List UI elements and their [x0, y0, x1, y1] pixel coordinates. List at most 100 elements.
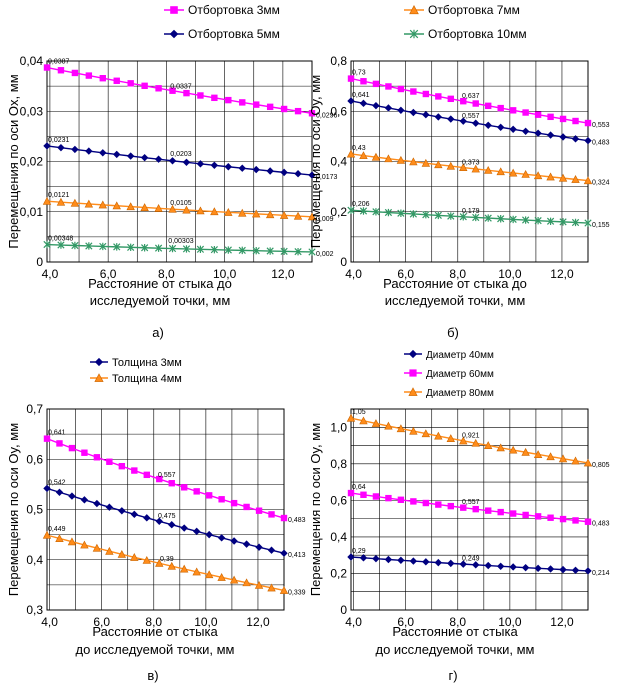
y-tick-label: 0,8: [330, 54, 347, 68]
series-line: [46, 243, 313, 253]
data-point: [485, 507, 492, 514]
data-point: [141, 244, 149, 252]
data-point: [294, 247, 302, 256]
legend-entry: Отбортовка 5мм: [164, 27, 280, 41]
data-point: [546, 172, 555, 181]
data-point: [547, 113, 554, 121]
x-tick-label: 12,0: [550, 615, 574, 629]
x-tick-label: 10,0: [498, 267, 522, 281]
y-tick-label: 0,4: [330, 155, 347, 169]
data-point: [205, 492, 213, 499]
data-point: [571, 456, 580, 465]
data-point: [385, 494, 392, 502]
data-point: [130, 552, 139, 561]
data-point: [230, 499, 238, 507]
data-point: [266, 103, 274, 111]
data-point: [497, 508, 504, 516]
data-point: [397, 85, 405, 93]
data-point: [118, 462, 126, 470]
data-point: [252, 247, 260, 255]
data-label: 0,0105: [170, 200, 192, 207]
y-tick-label: 0: [36, 255, 43, 269]
data-point: [85, 242, 93, 250]
data-point: [571, 218, 580, 227]
data-point: [253, 101, 260, 108]
data-point: [168, 244, 177, 253]
data-point: [534, 513, 542, 520]
x-tick-label: 12,0: [550, 267, 574, 281]
data-point: [154, 203, 163, 212]
data-point: [409, 557, 418, 565]
data-label: 0,00348: [48, 236, 73, 243]
data-point: [484, 121, 492, 129]
x-tick-label: 6,0: [93, 615, 110, 629]
data-label: 0,0387: [48, 59, 70, 66]
x-axis-label: исследуемой точки, мм: [90, 293, 231, 308]
data-label: 0,214: [592, 570, 610, 577]
data-point: [434, 113, 443, 121]
data-label: 0,73: [352, 70, 366, 77]
data-point: [217, 572, 226, 581]
data-point: [522, 511, 529, 519]
data-point: [140, 203, 149, 211]
data-point: [71, 69, 79, 77]
data-point: [534, 129, 542, 137]
data-point: [447, 115, 455, 123]
legend-marker: [408, 349, 418, 359]
data-point: [252, 165, 260, 174]
data-point: [409, 108, 418, 117]
data-point: [347, 489, 355, 497]
data-point: [56, 440, 63, 447]
data-point: [459, 117, 467, 125]
data-point: [92, 543, 102, 552]
data-point: [238, 164, 246, 172]
series-2: 0,0121 0,0105 0,009: [42, 192, 334, 223]
panel-label: б): [447, 325, 459, 340]
data-point: [265, 210, 275, 219]
y-tick-label: 1,0: [330, 420, 347, 434]
data-point: [42, 530, 52, 539]
legend-entry: Диаметр 80мм: [404, 387, 494, 399]
x-tick-label: 10,0: [498, 615, 522, 629]
data-point: [472, 505, 479, 513]
legend-marker: [94, 357, 104, 367]
data-label: 0,179: [462, 208, 480, 215]
data-label: 0,0337: [170, 84, 192, 91]
data-point: [242, 540, 251, 548]
x-tick-label: 6,0: [397, 615, 414, 629]
data-point: [181, 484, 188, 491]
data-point: [485, 102, 492, 110]
data-point: [182, 245, 191, 253]
data-point: [80, 496, 89, 504]
x-axis-label: до исследуемой точки, мм: [75, 642, 234, 657]
data-point: [484, 214, 492, 222]
y-tick-label: 0,8: [330, 457, 347, 471]
data-point: [280, 247, 288, 256]
data-point: [447, 559, 455, 568]
data-point: [571, 135, 580, 143]
data-point: [359, 99, 368, 108]
data-point: [168, 157, 177, 165]
data-point: [583, 458, 593, 467]
data-point: [196, 206, 205, 215]
data-point: [434, 211, 442, 220]
data-point: [509, 215, 517, 224]
data-point: [422, 210, 430, 219]
data-label: 0,00303: [168, 238, 193, 245]
data-point: [422, 499, 430, 507]
data-point: [98, 200, 107, 209]
data-point: [131, 467, 138, 474]
data-point: [572, 517, 579, 524]
data-label: 0,39: [160, 556, 174, 563]
series-0: 0,0387 0,0337 0,0296: [43, 59, 338, 119]
x-tick-label: 8,0: [449, 267, 466, 281]
data-point: [396, 424, 406, 433]
x-axis-label: Расстояние от стыка: [92, 624, 218, 639]
data-point: [347, 97, 355, 105]
data-point: [267, 546, 276, 554]
data-point: [496, 562, 505, 570]
data-point: [224, 208, 233, 216]
chart-panel-3: 4,0 6,0 8,0 10,0 12,0 0 0,2 0,4 0,6 0,8 1,0 Перемещ…: [308, 349, 610, 683]
data-point: [484, 165, 493, 174]
